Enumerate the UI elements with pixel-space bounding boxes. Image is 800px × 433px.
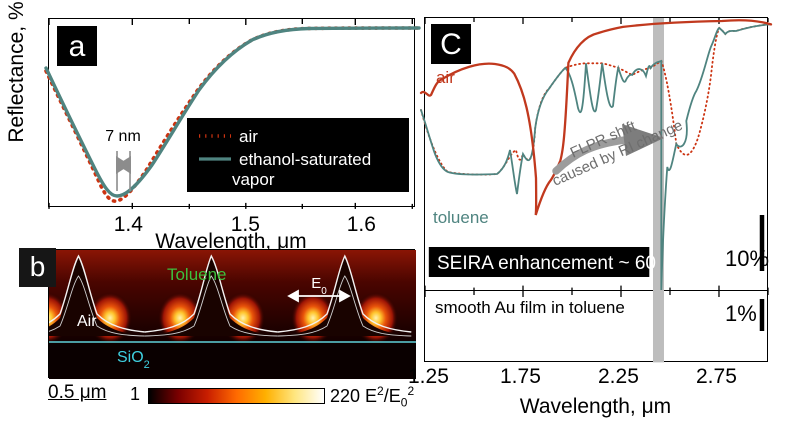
svg-text:Toluene: Toluene [167, 265, 226, 284]
svg-text:toluene: toluene [433, 208, 489, 227]
svg-text:SEIRA enhancement ~ 60: SEIRA enhancement ~ 60 [437, 253, 656, 274]
svg-text:vapor: vapor [232, 169, 275, 188]
svg-text:1%: 1% [725, 301, 757, 326]
svg-text:air: air [436, 68, 455, 87]
svg-text:7 nm: 7 nm [105, 127, 141, 144]
svg-text:C: C [440, 28, 462, 61]
svg-text:air: air [239, 126, 258, 145]
svg-text:ethanol-saturated: ethanol-saturated [239, 149, 371, 168]
svg-text:a: a [68, 29, 85, 62]
svg-text:smooth Au film in toluene: smooth Au film in toluene [435, 298, 625, 317]
svg-text:Air: Air [77, 313, 97, 330]
